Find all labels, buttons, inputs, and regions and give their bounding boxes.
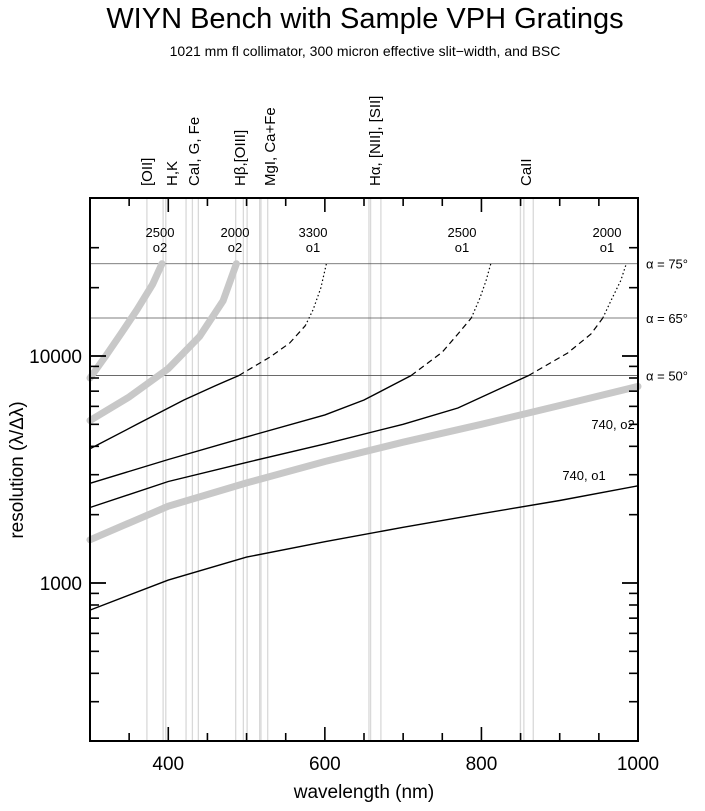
curve-2500-o2-solid [86,260,166,382]
grating-label: 2500 [448,225,477,240]
curve-2500-o1-solid [89,374,412,484]
curve-3300-o1-dashed [238,325,306,377]
x-axis-title: wavelength (nm) [293,782,434,803]
x-tick-label: 600 [309,754,341,775]
curve-3300-o1-dotted [304,263,327,326]
grating-order-label: o2 [153,240,167,255]
grating-curves [86,260,642,611]
grating-order-label: o1 [306,240,320,255]
spectral-line-label: CaII [518,158,535,186]
x-tick-label: 800 [466,754,498,775]
grating-label: 740, o2 [591,417,634,432]
curve-2000-o2-solid [86,260,240,424]
spectral-lines [146,198,534,741]
x-tick-label: 400 [152,754,184,775]
spectral-line-label: CaI, G, Fe [186,117,203,186]
spectral-line-label: Hα, [NII], [SII] [367,96,384,186]
y-axis-title: resolution (λ/Δλ) [7,401,28,538]
curve-2000-o1-dotted [602,263,627,319]
spectral-line-label: H,K [164,161,181,186]
grating-label: 740, o1 [562,468,605,483]
chart-title: WIYN Bench with Sample VPH Gratings [106,3,623,35]
grating-order-label: o1 [600,240,614,255]
grating-order-label: o1 [455,240,469,255]
grating-label: 2000 [593,225,622,240]
spectral-line-labels: [OII] H,K CaI, G, Fe Hβ,[OIII] MgI, Ca+Fe Hα,… [139,96,535,186]
curve-2000-o1-dashed [528,317,604,377]
curve-2000-o1-solid [89,374,530,509]
alpha-reference-lines: α = 75° α = 65° α = 50° [90,257,688,384]
spectral-line-label: [OII] [139,158,156,186]
spectral-line-label: MgI, Ca+Fe [262,107,279,186]
curve-2500-o1-dotted [470,263,492,319]
curve-2500-o1-dashed [410,317,472,377]
plot-frame [89,197,639,742]
axis-ticks [90,198,638,741]
alpha-label: α = 65° [646,311,688,326]
x-tick-label: 1000 [617,754,659,775]
grating-label: 2500 [146,225,175,240]
grating-label: 2000 [221,225,250,240]
alpha-label: α = 75° [646,257,688,272]
curve-740-o2-solid [86,382,642,544]
curve-3300-o1-solid [89,374,240,450]
y-tick-label: 10000 [29,347,82,368]
axis-tick-labels: 400 600 800 1000 1000 10000 [29,347,659,775]
grating-order-label: o2 [228,240,242,255]
y-tick-label: 1000 [40,574,82,595]
curve-740-o1-solid [89,485,639,611]
alpha-label: α = 50° [646,369,688,384]
grating-label: 3300 [299,225,328,240]
chart-subtitle: 1021 mm fl collimator, 300 micron effect… [170,43,561,59]
spectral-line-label: Hβ,[OIII] [232,130,249,186]
